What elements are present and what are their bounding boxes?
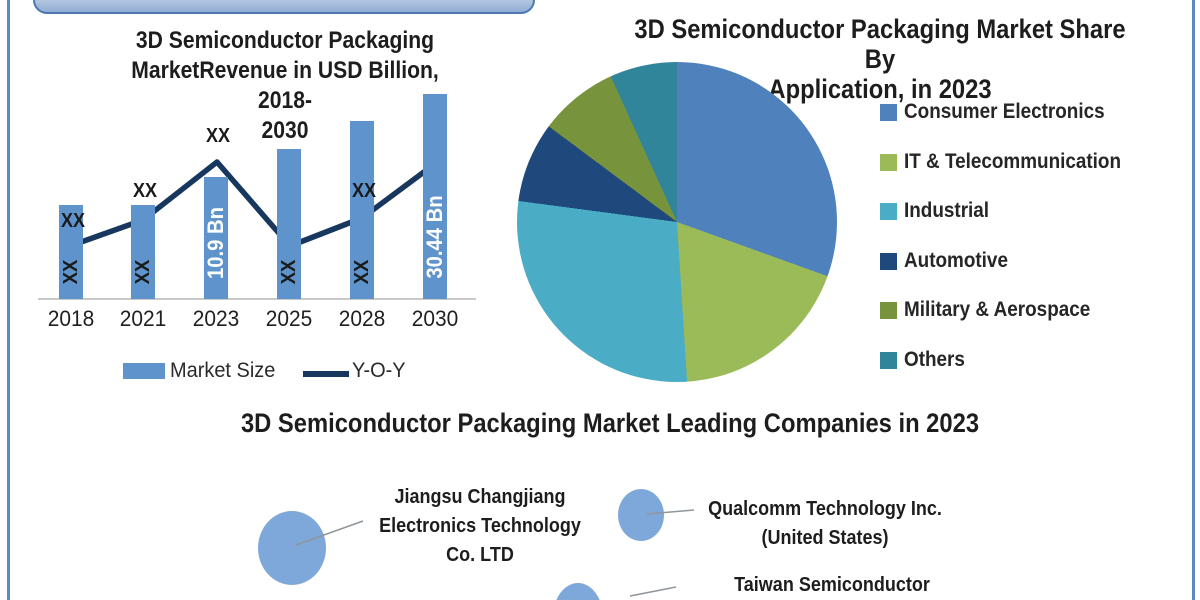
bar-2021 [131, 205, 155, 299]
pie-legend-swatch-1 [880, 153, 897, 171]
yoy-point-label-1: XX [132, 180, 158, 202]
revenue-chart: 3D Semiconductor Packaging MarketRevenue… [0, 0, 500, 400]
axis-label-2025: 2025 [265, 306, 313, 331]
yoy-point-label-2: XX [205, 125, 231, 147]
pie-legend-label-5: Others [904, 348, 965, 371]
bar-2023 [204, 177, 228, 299]
pie-legend-swatch-2 [880, 202, 897, 220]
company-label-qualcomm: Qualcomm Technology Inc. (United States) [708, 498, 942, 549]
pie-legend-label-4: Military & Aerospace [904, 298, 1091, 321]
pie-legend-swatch-0 [880, 103, 897, 121]
axis-label-2023: 2023 [192, 306, 240, 331]
pie-legend-item-2: Industrial [880, 199, 999, 223]
companies-section: 3D Semiconductor Packaging Market Leadin… [0, 400, 1200, 600]
pie-legend-label-1: IT & Telecommunication [904, 150, 1122, 173]
pie-legend-item-5: Others [880, 348, 972, 372]
pie-legend-item-3: Automotive [880, 249, 1020, 273]
pie-legend-label-2: Industrial [904, 199, 990, 222]
legend-yoy-label: Y-O-Y [352, 359, 406, 382]
pie-legend: Consumer Electronics IT & Telecommunicati… [500, 0, 1200, 400]
pie-legend-label-0: Consumer Electronics [904, 100, 1105, 123]
company-bubble-taiwan [553, 583, 603, 600]
pie-legend-item-4: Military & Aerospace [880, 298, 1111, 322]
bar-2025 [277, 149, 301, 299]
pie-legend-label-3: Automotive [904, 249, 1008, 272]
bar-value-label-2030: 30.44 Bn [422, 195, 447, 279]
bar-value-label-2023: 10.9 Bn [203, 207, 228, 280]
pie-legend-item-0: Consumer Electronics [880, 100, 1127, 124]
yoy-point-label-0: XX [60, 210, 86, 232]
right-frame-border [1192, 0, 1195, 600]
yoy-line-chart [69, 159, 438, 249]
company-bubble-qualcomm [618, 489, 664, 541]
pie-legend-item-1: IT & Telecommunication [880, 150, 1145, 174]
axis-label-2018: 2018 [47, 306, 95, 331]
yoy-point-label-3: XX [351, 180, 377, 202]
pie-legend-swatch-4 [880, 301, 897, 319]
legend-market-size-label: Market Size [170, 359, 276, 382]
x-axis-line [38, 298, 476, 300]
application-pie [517, 62, 837, 382]
pie-chart-title: 3D Semiconductor Packaging Market Share … [634, 14, 1126, 104]
company-label-jiangsu: Jiangsu Changjiang Electronics Technolog… [379, 486, 581, 566]
pie-legend-swatch-3 [880, 252, 897, 270]
yoy-line [69, 159, 438, 249]
bar-2018 [59, 205, 83, 299]
axis-label-2028: 2028 [338, 306, 386, 331]
legend-market-size-swatch [123, 363, 165, 379]
axis-label-2021: 2021 [119, 306, 167, 331]
pie-legend-swatch-5 [880, 351, 897, 369]
bar-2030 [423, 94, 447, 299]
company-label-taiwan: Taiwan Semiconductor [734, 574, 930, 596]
revenue-chart-title: 3D Semiconductor Packaging MarketRevenue… [131, 27, 439, 144]
pie-chart-section: 3D Semiconductor Packaging Market Share … [500, 0, 1200, 400]
axis-label-2030: 2030 [411, 306, 459, 331]
left-frame-border [7, 0, 10, 600]
legend-yoy-swatch [303, 371, 349, 377]
companies-title: 3D Semiconductor Packaging Market Leadin… [240, 408, 980, 438]
bar-2028 [350, 121, 374, 299]
